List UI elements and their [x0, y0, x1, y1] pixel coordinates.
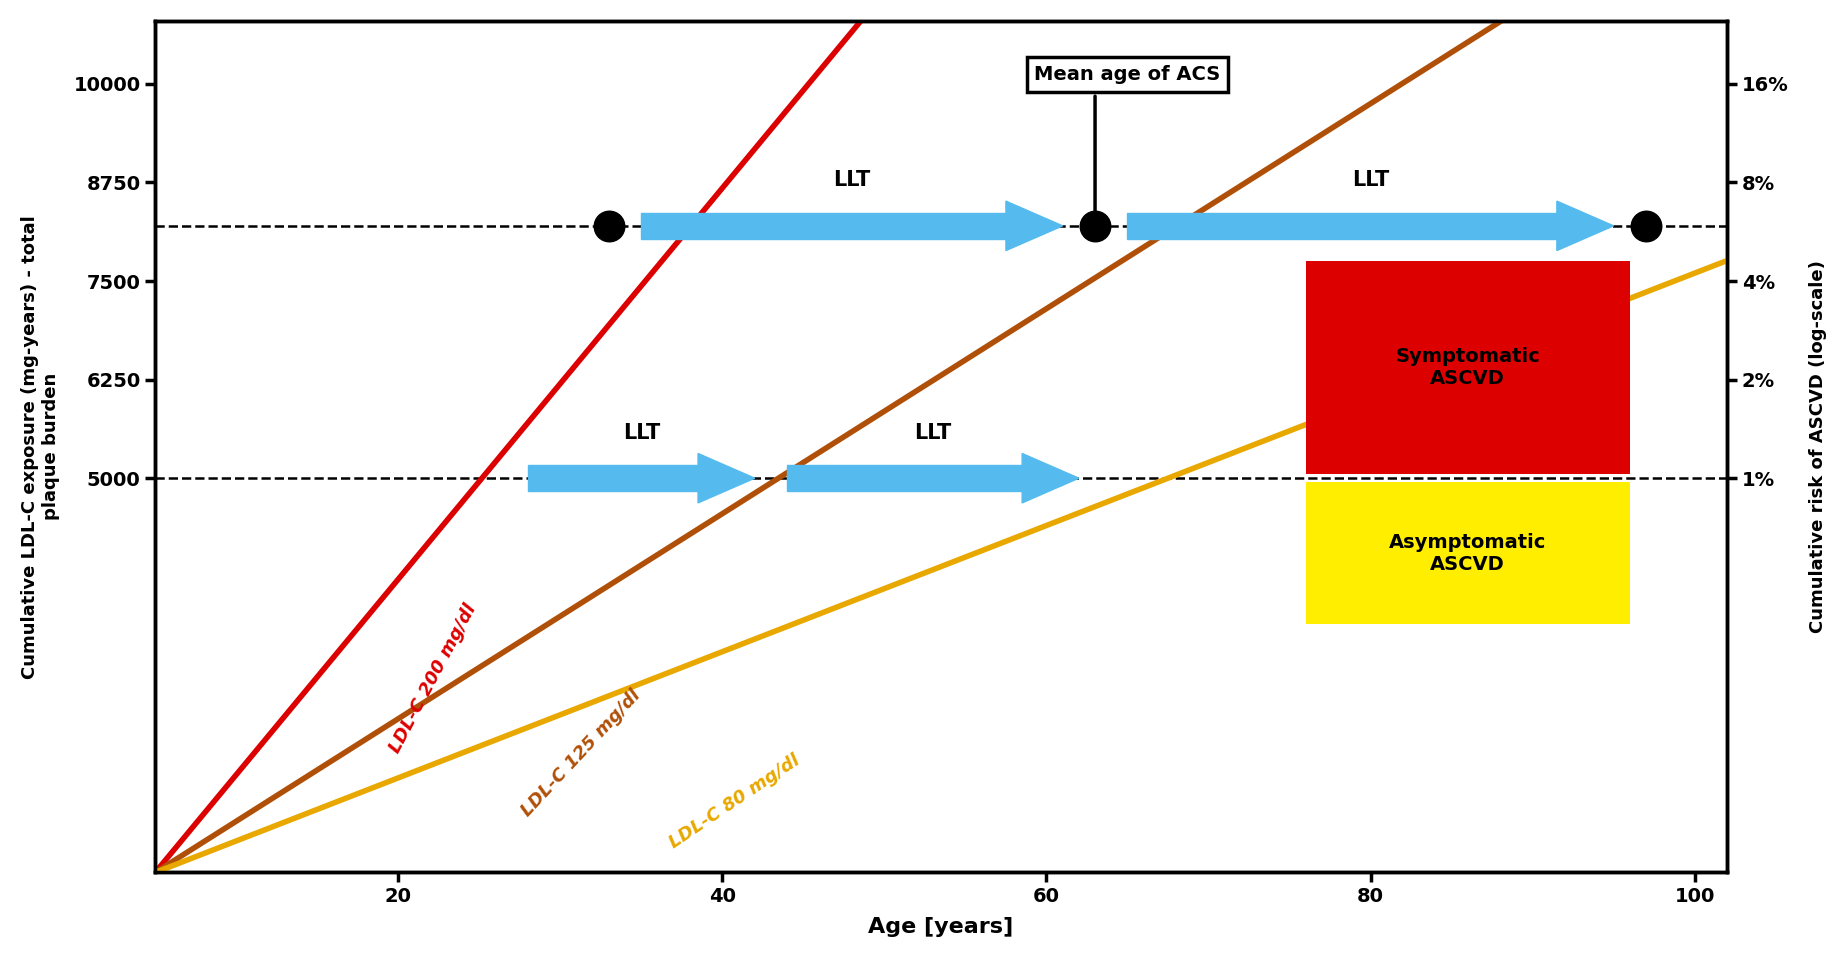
Text: LDL-C 125 mg/dl: LDL-C 125 mg/dl — [517, 686, 645, 820]
Text: LDL-C 80 mg/dl: LDL-C 80 mg/dl — [665, 751, 804, 852]
Text: LLT: LLT — [833, 171, 870, 191]
Text: LLT: LLT — [623, 422, 660, 443]
Polygon shape — [1556, 201, 1613, 251]
Polygon shape — [1127, 213, 1556, 239]
Text: Asymptomatic
ASCVD: Asymptomatic ASCVD — [1390, 533, 1547, 574]
Bar — [1307, 262, 1630, 474]
Text: LLT: LLT — [915, 422, 952, 443]
Text: Symptomatic
ASCVD: Symptomatic ASCVD — [1395, 348, 1539, 388]
Polygon shape — [787, 466, 1022, 491]
X-axis label: Age [years]: Age [years] — [869, 917, 1015, 937]
Text: Mean age of ACS: Mean age of ACS — [1035, 65, 1220, 84]
Polygon shape — [529, 466, 699, 491]
Y-axis label: Cumulative LDL-C exposure (mg-years) - total
plaque burden: Cumulative LDL-C exposure (mg-years) - t… — [20, 215, 59, 678]
Polygon shape — [699, 453, 754, 503]
Bar — [1307, 482, 1630, 624]
Polygon shape — [1005, 201, 1063, 251]
Text: LDL-C 200 mg/dl: LDL-C 200 mg/dl — [386, 601, 480, 756]
Polygon shape — [1022, 453, 1079, 503]
Text: LLT: LLT — [1353, 171, 1390, 191]
Y-axis label: Cumulative risk of ASCVD (log-scale): Cumulative risk of ASCVD (log-scale) — [1809, 261, 1828, 633]
Polygon shape — [641, 213, 1005, 239]
